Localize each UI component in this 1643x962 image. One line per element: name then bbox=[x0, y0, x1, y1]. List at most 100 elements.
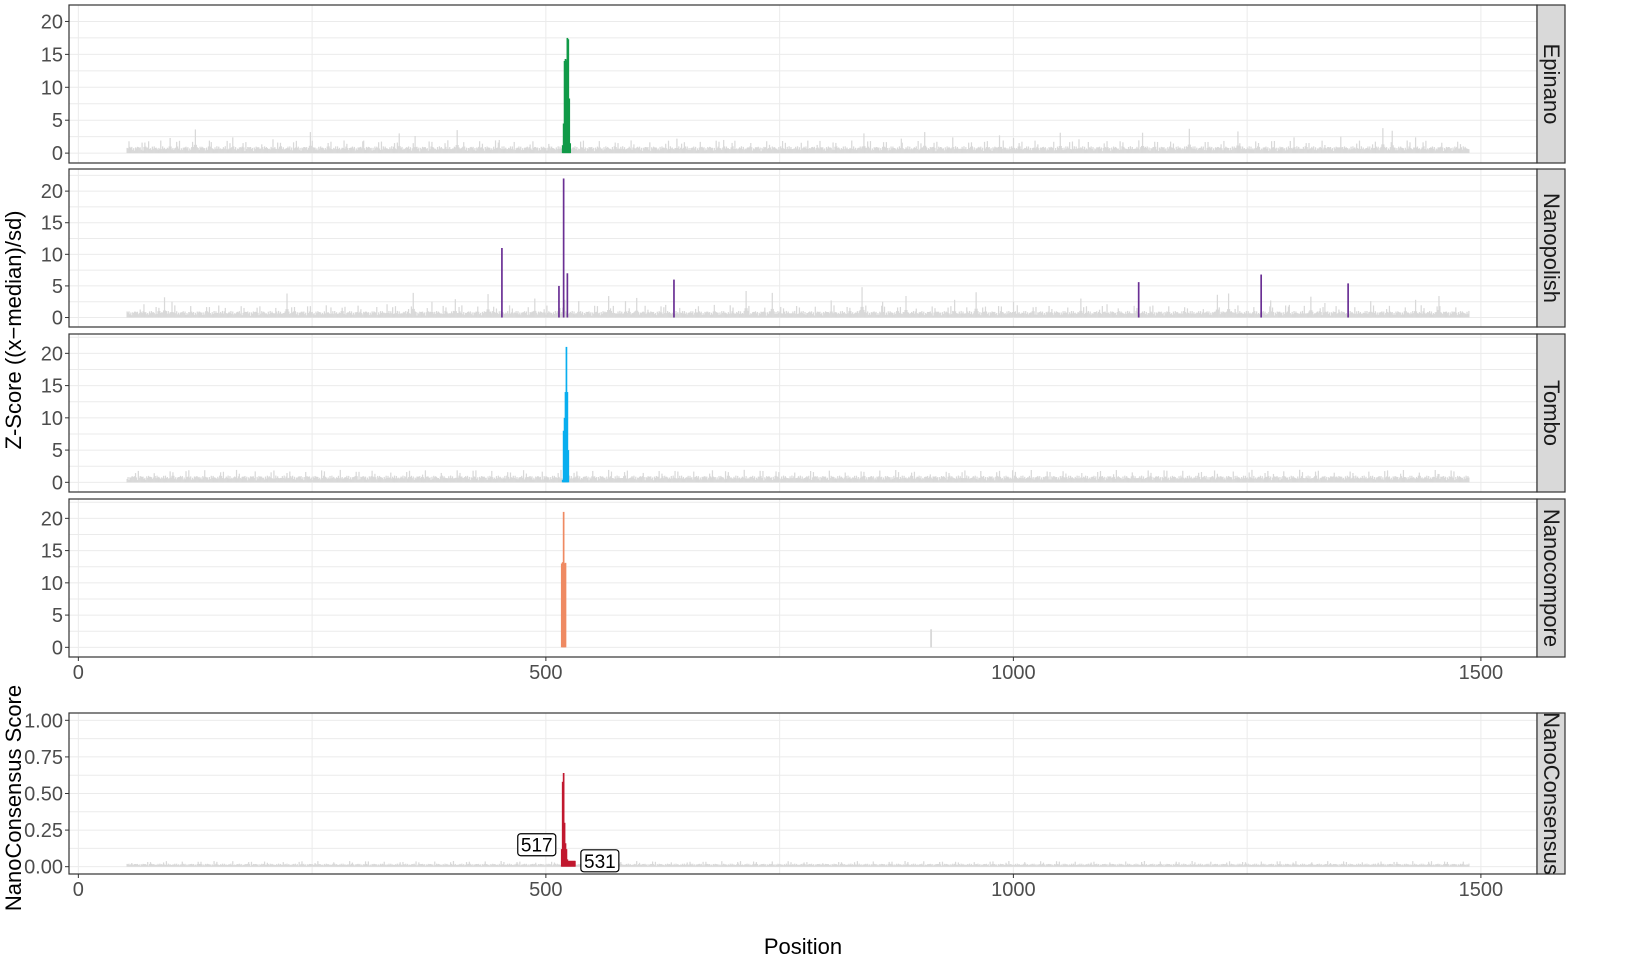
background-bar bbox=[247, 863, 249, 867]
background-bar bbox=[886, 148, 888, 154]
background-bar bbox=[464, 865, 466, 867]
background-bar bbox=[175, 313, 177, 318]
background-bar bbox=[1146, 477, 1148, 483]
background-bar bbox=[1054, 148, 1057, 154]
background-bar bbox=[1364, 311, 1366, 318]
background-bar bbox=[459, 863, 461, 867]
background-bar bbox=[508, 148, 511, 154]
background-bar bbox=[369, 477, 371, 483]
background-bar bbox=[185, 471, 187, 483]
background-bar bbox=[1370, 301, 1372, 318]
background-bar bbox=[1261, 312, 1263, 318]
background-bar bbox=[915, 308, 917, 318]
background-bar bbox=[136, 863, 139, 867]
background-bar bbox=[493, 477, 496, 483]
background-bar bbox=[541, 148, 543, 154]
background-bar bbox=[1386, 311, 1389, 318]
background-bar bbox=[1269, 306, 1271, 318]
background-bar bbox=[201, 146, 203, 154]
background-bar bbox=[1023, 148, 1025, 154]
background-bar bbox=[410, 306, 412, 318]
background-bar bbox=[1109, 147, 1111, 154]
background-bar bbox=[316, 148, 318, 154]
background-bar bbox=[874, 477, 876, 483]
background-bar bbox=[814, 306, 816, 318]
background-bar bbox=[194, 312, 196, 318]
background-bar bbox=[353, 865, 355, 867]
background-bar bbox=[768, 144, 771, 154]
background-bar bbox=[933, 312, 935, 318]
background-bar bbox=[933, 142, 935, 154]
background-bar bbox=[228, 148, 230, 154]
background-bar bbox=[504, 313, 506, 318]
background-bar bbox=[534, 479, 536, 483]
background-bar bbox=[1086, 149, 1089, 154]
background-bar bbox=[561, 311, 563, 318]
background-bar bbox=[718, 475, 720, 483]
background-bar bbox=[1068, 475, 1070, 483]
background-bar bbox=[1283, 148, 1285, 154]
background-bar bbox=[221, 863, 224, 867]
background-bar bbox=[285, 476, 287, 483]
background-bar bbox=[975, 148, 977, 154]
background-bar bbox=[905, 477, 907, 483]
background-bar bbox=[829, 147, 831, 154]
background-bar bbox=[972, 313, 974, 318]
background-bar bbox=[363, 140, 365, 154]
highlight-bar bbox=[563, 563, 566, 648]
background-bar bbox=[161, 477, 163, 483]
background-bar bbox=[278, 146, 281, 154]
background-bar bbox=[1237, 131, 1239, 154]
background-bar bbox=[1351, 149, 1353, 154]
background-bar bbox=[467, 147, 470, 154]
background-bar bbox=[895, 470, 897, 483]
background-bar bbox=[1026, 146, 1028, 154]
background-bar bbox=[430, 864, 432, 867]
background-bar bbox=[547, 864, 549, 867]
background-bar bbox=[1315, 150, 1318, 154]
background-bar bbox=[630, 314, 632, 318]
background-bar bbox=[1404, 147, 1406, 154]
background-bar bbox=[967, 149, 969, 154]
background-bar bbox=[271, 863, 273, 867]
background-bar bbox=[1080, 147, 1082, 154]
background-bar bbox=[305, 471, 307, 483]
background-bar bbox=[479, 314, 481, 318]
background-bar bbox=[620, 313, 622, 318]
background-bar bbox=[1126, 148, 1128, 154]
background-bar bbox=[449, 313, 451, 318]
background-bar bbox=[169, 864, 171, 867]
background-bar bbox=[527, 148, 529, 154]
background-bar bbox=[151, 146, 153, 154]
background-bar bbox=[805, 477, 807, 483]
background-bar bbox=[554, 477, 556, 483]
background-bar bbox=[1430, 311, 1433, 318]
background-bar bbox=[969, 313, 972, 318]
background-bar bbox=[1318, 311, 1320, 318]
background-bar bbox=[1096, 479, 1098, 483]
background-bar bbox=[1301, 310, 1304, 318]
background-bar bbox=[347, 148, 349, 154]
background-bar bbox=[395, 864, 398, 867]
bars bbox=[126, 346, 1470, 483]
background-bar bbox=[1151, 312, 1153, 318]
background-bar bbox=[320, 470, 323, 483]
background-bar bbox=[317, 150, 319, 154]
background-bar bbox=[236, 311, 239, 318]
background-bar bbox=[186, 148, 188, 154]
background-bar bbox=[1463, 313, 1465, 318]
background-bar bbox=[902, 312, 904, 318]
background-bar bbox=[752, 150, 754, 154]
background-bar bbox=[1468, 477, 1470, 483]
background-bar bbox=[257, 147, 259, 154]
background-bar bbox=[1333, 311, 1335, 318]
background-bar bbox=[146, 314, 148, 318]
background-bar bbox=[1356, 311, 1358, 318]
background-bar bbox=[234, 149, 236, 154]
background-bar bbox=[698, 147, 700, 154]
background-bar bbox=[1217, 309, 1219, 318]
background-bar bbox=[1397, 150, 1399, 154]
background-bar bbox=[499, 313, 501, 318]
background-bar bbox=[903, 149, 905, 154]
background-bar bbox=[842, 478, 844, 483]
